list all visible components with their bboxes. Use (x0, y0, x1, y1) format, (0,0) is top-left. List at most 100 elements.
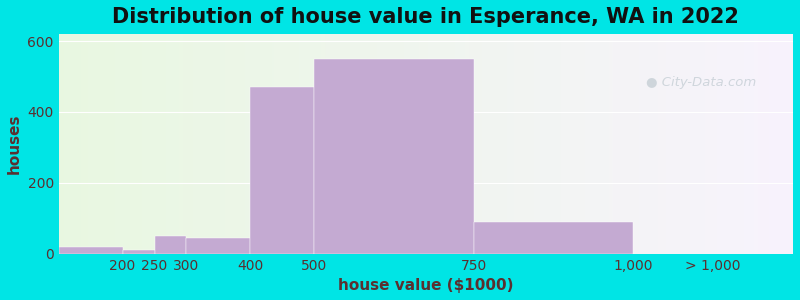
Bar (282, 34, 284, 254)
Bar (654, 34, 656, 254)
Bar (786, 34, 788, 254)
Bar (690, 34, 693, 254)
Bar (538, 34, 541, 254)
Bar (509, 34, 511, 254)
Bar (705, 34, 707, 254)
Bar (529, 34, 531, 254)
Bar (215, 34, 218, 254)
Bar (358, 34, 360, 254)
Bar (402, 34, 404, 254)
Bar (150, 34, 152, 254)
Bar (600, 34, 602, 254)
Bar (522, 34, 524, 254)
Bar (712, 34, 714, 254)
Y-axis label: houses: houses (7, 114, 22, 174)
Bar (347, 34, 350, 254)
Bar (788, 34, 790, 254)
Bar (377, 34, 379, 254)
Bar (769, 34, 771, 254)
Bar (430, 34, 434, 254)
Bar (494, 34, 497, 254)
Bar (289, 34, 291, 254)
Bar (670, 34, 673, 254)
Bar (370, 34, 372, 254)
Bar (389, 34, 392, 254)
Bar (470, 34, 473, 254)
Bar (421, 34, 423, 254)
Bar (394, 34, 397, 254)
Bar (113, 34, 115, 254)
Bar (379, 34, 382, 254)
Bar (194, 34, 196, 254)
Bar (568, 34, 570, 254)
Bar (582, 34, 585, 254)
Bar (778, 34, 781, 254)
Bar (157, 34, 159, 254)
Bar (247, 34, 250, 254)
Bar (301, 34, 303, 254)
Bar (592, 34, 594, 254)
Bar (666, 34, 668, 254)
Bar (661, 34, 663, 254)
Bar (762, 34, 764, 254)
Bar (159, 34, 162, 254)
Bar (434, 34, 436, 254)
Bar (450, 34, 453, 254)
Bar (81, 34, 83, 254)
Bar (333, 34, 335, 254)
Bar (61, 34, 64, 254)
Bar (254, 34, 257, 254)
Bar (284, 34, 286, 254)
Bar (355, 34, 358, 254)
Bar (462, 34, 465, 254)
Bar (642, 34, 644, 254)
Bar (443, 34, 446, 254)
Bar (720, 34, 722, 254)
Bar (594, 34, 598, 254)
Bar (774, 34, 776, 254)
Bar (154, 34, 157, 254)
Bar (658, 34, 661, 254)
Bar (118, 34, 120, 254)
Bar (277, 34, 279, 254)
Bar (198, 34, 201, 254)
Bar (362, 34, 365, 254)
Bar (573, 34, 575, 254)
Bar (270, 34, 272, 254)
Bar (142, 34, 145, 254)
Bar (384, 34, 386, 254)
Bar (178, 34, 181, 254)
Bar (622, 34, 624, 254)
Bar (624, 34, 626, 254)
Bar (250, 87, 314, 254)
Bar (651, 34, 654, 254)
Bar (132, 34, 134, 254)
Bar (465, 34, 467, 254)
Bar (404, 34, 406, 254)
Bar (122, 250, 154, 254)
Bar (240, 34, 242, 254)
Bar (698, 34, 700, 254)
Text: ● City-Data.com: ● City-Data.com (646, 76, 757, 89)
Bar (399, 34, 402, 254)
Bar (296, 34, 298, 254)
Bar (546, 34, 548, 254)
Bar (585, 34, 587, 254)
Bar (250, 34, 252, 254)
Bar (259, 34, 262, 254)
Bar (553, 34, 556, 254)
Bar (790, 34, 793, 254)
Bar (602, 34, 605, 254)
Bar (727, 34, 730, 254)
Bar (372, 34, 374, 254)
Bar (203, 34, 206, 254)
Bar (139, 34, 142, 254)
Bar (681, 34, 683, 254)
Bar (619, 34, 622, 254)
Bar (225, 34, 228, 254)
Bar (730, 34, 732, 254)
Bar (764, 34, 766, 254)
Bar (675, 34, 678, 254)
Bar (127, 34, 130, 254)
Bar (71, 34, 74, 254)
